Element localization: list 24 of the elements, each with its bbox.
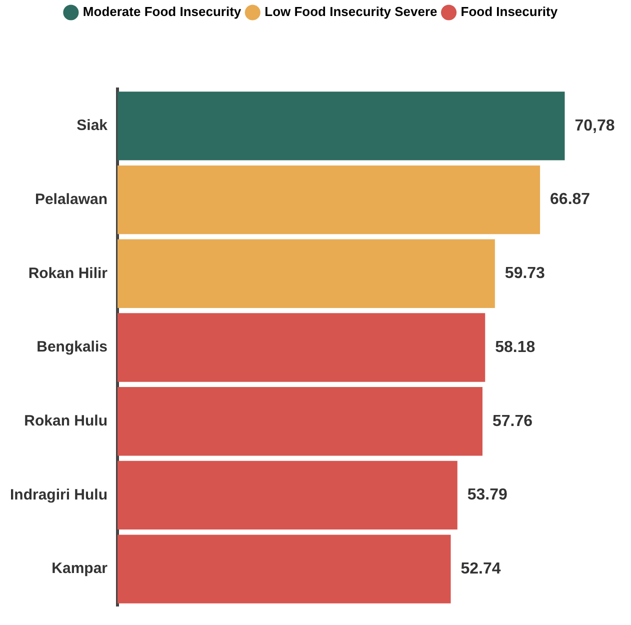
data-label: 53.79 xyxy=(467,486,508,504)
data-label: 52.74 xyxy=(460,560,501,578)
legend-label: Low Food Insecurity Severe xyxy=(264,4,438,20)
bar xyxy=(118,92,565,160)
y-tick-label: Rokan Hulu xyxy=(24,412,108,430)
legend-label: Moderate Food Insecurity xyxy=(82,4,242,20)
bar xyxy=(118,239,495,308)
y-tick-label: Siak xyxy=(76,117,108,134)
y-tick-label: Bengkalis xyxy=(36,338,108,356)
legend-label: Food Insecurity xyxy=(460,4,558,20)
y-tick-label: Pelalawan xyxy=(34,190,108,208)
bar xyxy=(118,165,540,234)
data-label: 57.76 xyxy=(492,412,533,430)
data-label: 66.87 xyxy=(550,191,590,208)
bar xyxy=(118,534,451,604)
bar xyxy=(118,313,486,382)
bar xyxy=(118,460,458,530)
y-tick-label: Indragiri Hulu xyxy=(10,486,108,504)
data-label: 70,78 xyxy=(574,117,615,134)
data-label: 59.73 xyxy=(504,265,546,282)
data-label: 58.18 xyxy=(495,338,536,356)
y-tick-label: Rokan Hilir xyxy=(28,264,108,282)
bar xyxy=(118,387,482,456)
y-tick-label: Kampar xyxy=(52,560,108,578)
